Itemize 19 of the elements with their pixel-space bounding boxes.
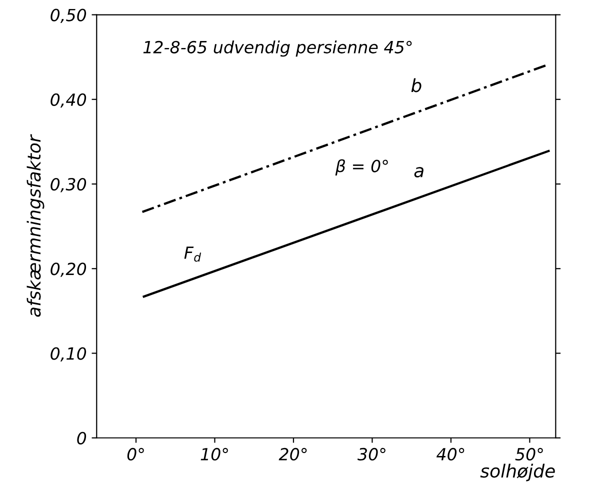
x-tick-label: 10° [200,448,228,461]
annotation: F$_{d}$ [184,246,202,262]
y-tick-label: 0,50 [50,8,86,24]
y-tick-label: 0,20 [50,262,86,277]
x-tick-label: 20° [278,448,307,461]
text: 12-8-65 udvendig persienne 45° [143,40,412,57]
x-tick-label: 40° [436,448,464,461]
x-tick-label: 50° [515,448,543,461]
x-tick-label: 30° [357,448,386,461]
x-axis-title: solhøjde [480,464,555,482]
y-tick-label: 0,40 [50,93,86,108]
y-tick-label: 0 [77,432,86,444]
x-tick-label: 0° [127,448,144,461]
annotation: β = 0° [335,159,388,176]
y-tick-label: 0,30 [50,178,86,192]
y-axis-title: afskærmningsfaktor [26,134,44,317]
series-label: b [411,78,422,92]
series-label: a [414,167,424,178]
y-tick-label: 0,10 [50,347,86,362]
